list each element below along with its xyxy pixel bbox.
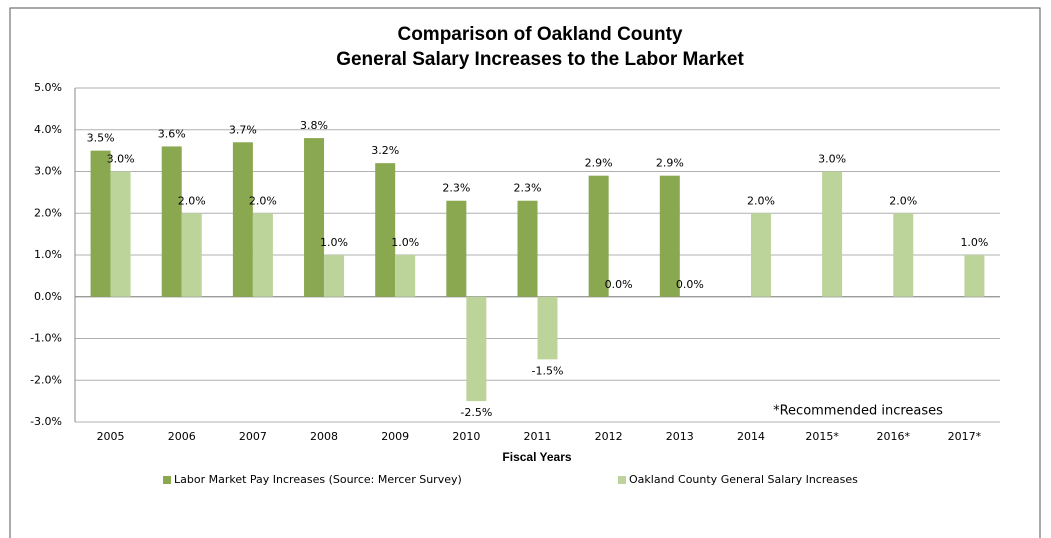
legend-label: Labor Market Pay Increases (Source: Merc… [174,473,462,486]
bar [375,163,396,297]
data-label: 2.0% [747,194,775,207]
chart-title: General Salary Increases to the Labor Ma… [336,49,744,70]
data-label: 1.0% [960,236,988,249]
data-label: 3.0% [818,153,846,166]
y-tick-label: 2.0% [34,206,62,219]
bar [537,296,558,360]
bar [395,255,416,297]
data-label: 0.0% [676,278,704,291]
y-tick-label: -2.0% [30,373,62,386]
x-tick-label: 2017* [948,430,982,443]
y-tick-label: 1.0% [34,248,62,261]
data-label: 3.6% [158,127,186,140]
x-tick-label: 2015* [805,430,839,443]
data-label: 3.8% [300,119,328,132]
data-label: 1.0% [320,236,348,249]
bar [659,175,680,297]
data-label: 0.0% [605,278,633,291]
annotation: *Recommended increases [773,404,943,419]
data-label: 2.3% [442,182,470,195]
y-tick-label: 5.0% [34,81,62,94]
x-tick-label: 2005 [97,430,125,443]
x-tick-label: 2011 [524,430,552,443]
x-tick-label: 2016* [877,430,911,443]
x-tick-label: 2013 [666,430,694,443]
bar [304,138,325,297]
bar [466,296,487,402]
legend-swatch [163,476,171,484]
y-tick-label: -3.0% [30,415,62,428]
x-tick-label: 2009 [381,430,409,443]
x-tick-label: 2007 [239,430,267,443]
data-label: 2.3% [514,182,542,195]
bar [161,146,182,297]
data-label: 3.2% [371,144,399,157]
y-tick-label: 0.0% [34,290,62,303]
bar [252,213,273,297]
x-tick-label: 2006 [168,430,196,443]
data-label: -1.5% [532,364,564,377]
x-tick-label: 2008 [310,430,338,443]
chart-title: Comparison of Oakland County [397,24,682,45]
data-label: 3.0% [107,153,135,166]
legend-swatch [618,476,626,484]
bar [893,213,914,297]
bar [517,200,538,297]
data-label: 2.9% [585,157,613,170]
bar [324,255,345,297]
data-label: -2.5% [460,406,492,419]
bar [822,171,843,297]
bar [90,150,111,297]
data-label: 1.0% [391,236,419,249]
bar [588,175,609,297]
x-tick-label: 2010 [452,430,480,443]
y-tick-label: 4.0% [34,123,62,136]
x-axis-label: Fiscal Years [502,450,571,464]
data-label: 3.5% [87,132,115,145]
bar [446,200,467,297]
bar [232,142,253,297]
bar [750,213,771,297]
chart-frame [9,7,1041,538]
data-label: 3.7% [229,123,257,136]
data-label: 2.0% [889,194,917,207]
y-tick-label: 3.0% [34,165,62,178]
y-tick-label: -1.0% [30,332,62,345]
legend-label: Oakland County General Salary Increases [629,473,858,486]
x-tick-label: 2012 [595,430,623,443]
data-label: 2.0% [249,194,277,207]
x-tick-label: 2014 [737,430,765,443]
data-label: 2.0% [178,194,206,207]
bar [964,255,985,297]
bar [181,213,202,297]
data-label: 2.9% [656,157,684,170]
bar [110,171,131,297]
